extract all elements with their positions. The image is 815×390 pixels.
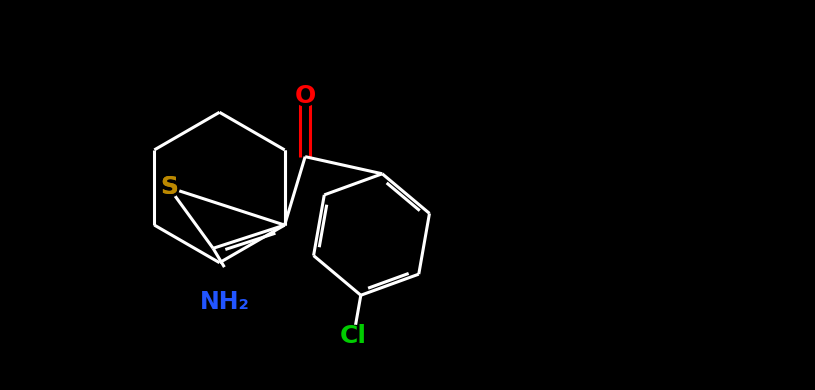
Text: S: S [160,176,178,199]
Text: S: S [160,176,178,199]
Text: O: O [294,84,315,108]
Text: NH₂: NH₂ [200,290,249,314]
Text: Cl: Cl [340,324,367,348]
